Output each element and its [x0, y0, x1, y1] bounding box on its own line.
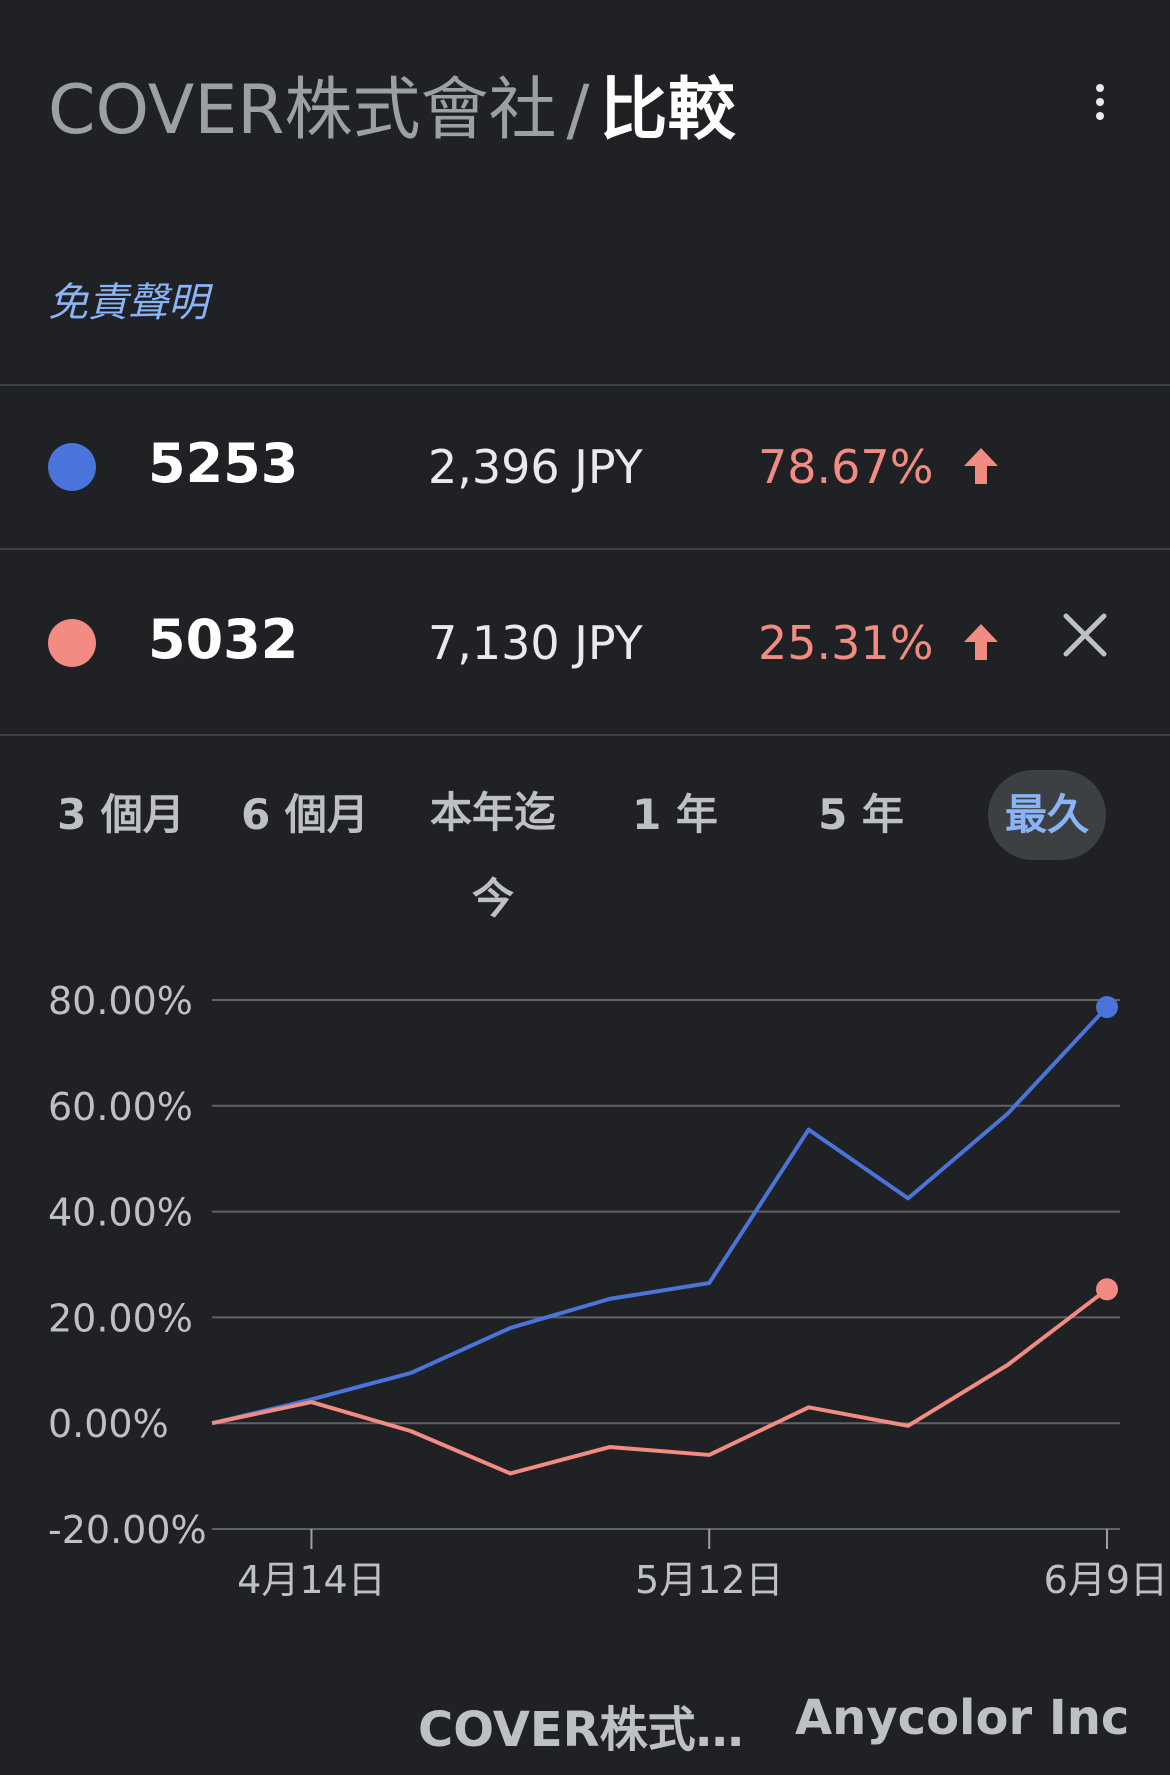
compare-title: 比較 [599, 71, 736, 150]
series-color-dot [48, 619, 96, 667]
x-tick-label: 5月12日 [635, 1558, 784, 1602]
comparison-row-5253[interactable]: 5253 2,396 JPY 78.67% [0, 386, 1170, 548]
page-title: COVER株式會社 / 比較 [48, 66, 735, 156]
title-separator: / [566, 71, 590, 150]
x-tick-label: 6月9日 [1044, 1558, 1168, 1602]
time-range-selector: 3 個月 6 個月 本年迄今 1 年 5 年 最久 [0, 770, 1170, 950]
close-icon[interactable] [1060, 610, 1110, 660]
range-5-years[interactable]: 5 年 [818, 790, 904, 839]
arrow-up-icon [964, 448, 998, 484]
y-tick-label: 20.00% [48, 1296, 193, 1340]
range-6-months[interactable]: 6 個月 [241, 790, 369, 839]
arrow-up-icon [964, 624, 998, 660]
comparison-row-5032[interactable]: 5032 7,130 JPY 25.31% [0, 550, 1170, 712]
app-header: COVER株式會社 / 比較 [0, 0, 1170, 230]
divider [0, 734, 1170, 736]
percent-change: 25.31% [758, 616, 934, 670]
series-line [211, 1005, 1109, 1426]
y-tick-label: 40.00% [48, 1191, 193, 1235]
y-tick-label: -20.00% [48, 1508, 207, 1552]
series-color-dot [48, 443, 96, 491]
range-ytd[interactable]: 本年迄今 [429, 788, 556, 923]
ticker-symbol: 5032 [148, 608, 299, 671]
legend-label-cover[interactable]: COVER株式… [418, 1702, 744, 1758]
divider [0, 548, 1170, 550]
range-max[interactable]: 最久 [988, 770, 1106, 860]
stock-price: 7,130 JPY [428, 616, 643, 670]
divider [0, 384, 1170, 386]
y-tick-label: 0.00% [48, 1402, 169, 1446]
percent-change: 78.67% [758, 440, 934, 494]
more-options-icon[interactable] [1080, 78, 1120, 126]
ticker-symbol: 5253 [148, 432, 299, 495]
series-line [211, 1287, 1109, 1476]
legend-label-anycolor[interactable]: Anycolor Inc [795, 1690, 1130, 1746]
company-name: COVER株式會社 [48, 71, 557, 150]
comparison-chart: 80.00% 60.00% 40.00% 20.00% 0.00% -20.00% 4月14… [48, 979, 1168, 1602]
range-3-months[interactable]: 3 個月 [57, 790, 185, 839]
x-tick-label: 4月14日 [237, 1558, 386, 1602]
y-tick-label: 80.00% [48, 979, 193, 1023]
stock-price: 2,396 JPY [428, 440, 643, 494]
series-endpoint [1096, 1278, 1118, 1301]
series-endpoint [1096, 996, 1118, 1019]
y-tick-label: 60.00% [48, 1085, 193, 1129]
chart-legend: COVER株式… Anycolor Inc [0, 1690, 1170, 1775]
disclaimer-link[interactable]: 免責聲明 [48, 280, 208, 326]
range-1-year[interactable]: 1 年 [632, 790, 718, 839]
